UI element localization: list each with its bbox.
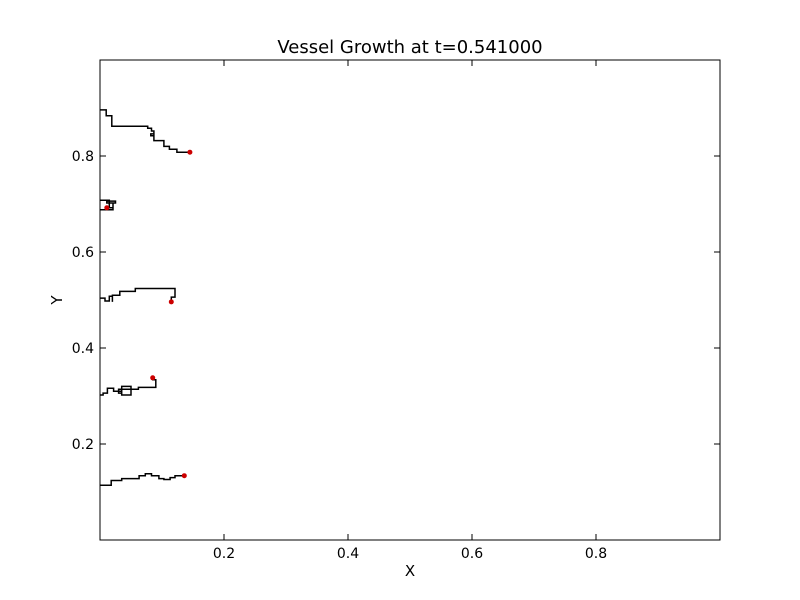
vessel-tip-5 [181,473,187,479]
vessel-line-5 [100,473,185,487]
vessel-line-2 [100,199,117,211]
vessel-tip-2 [104,205,110,211]
x-axis-label: X [405,562,415,580]
x-tick-label: 0.8 [585,546,607,562]
chart-title: Vessel Growth at t=0.541000 [277,37,542,58]
vessel-tip-1 [187,149,193,155]
y-tick-label: 0.2 [72,437,94,453]
vessel-line-1 [100,109,190,153]
x-tick-label: 0.6 [461,546,483,562]
y-tick-label: 0.4 [72,341,94,357]
y-axis-label: Y [48,295,66,306]
y-tick-label: 0.8 [72,149,94,165]
vessel-line-4 [100,376,157,396]
y-tick-label: 0.6 [72,245,94,261]
axis-ticks: 0.2 0.4 0.6 0.8 0.2 0.4 0.6 0.8 [72,60,720,562]
vessel-lines [100,109,190,487]
x-tick-label: 0.4 [337,546,359,562]
vessel-tip-4 [150,375,156,381]
vessel-line-3 [100,287,176,302]
plot-frame [99,59,721,541]
vessel-tips [104,149,193,479]
vessel-tip-3 [168,299,174,305]
x-tick-label: 0.2 [213,546,235,562]
